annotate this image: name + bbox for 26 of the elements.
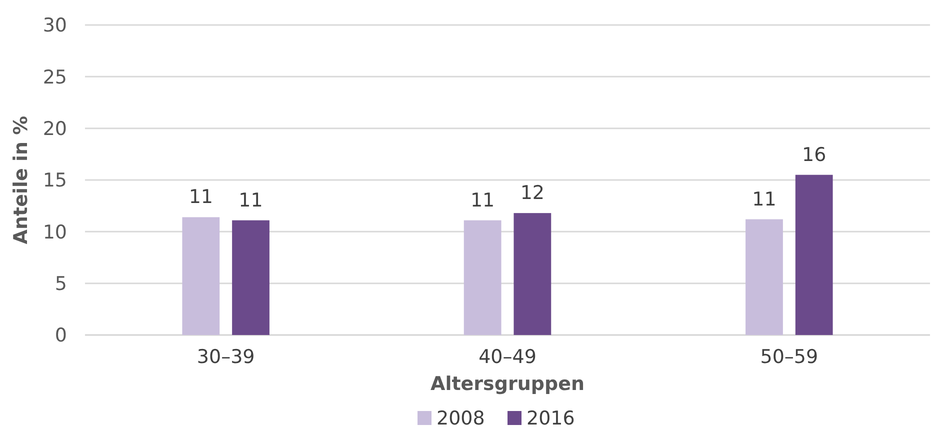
y-tick-label: 5 — [54, 272, 67, 295]
legend-label: 2008 — [436, 408, 485, 430]
data-label: 11 — [238, 189, 263, 212]
bar — [795, 174, 833, 335]
y-tick-label: 0 — [54, 324, 67, 347]
data-label: 11 — [188, 186, 213, 208]
data-label: 11 — [752, 188, 776, 210]
bar — [232, 220, 270, 335]
x-axis-title: Altersgruppen — [430, 373, 584, 395]
x-tick-label: 40–49 — [478, 346, 536, 368]
y-tick-label: 30 — [42, 14, 67, 37]
y-tick-label: 15 — [42, 170, 67, 192]
data-label: 11 — [470, 189, 495, 212]
y-tick-label: 20 — [42, 118, 67, 140]
bar — [746, 219, 783, 335]
bar — [464, 220, 502, 335]
legend-label: 2016 — [526, 408, 575, 430]
x-tick-label: 30–39 — [196, 346, 255, 368]
y-tick-label: 25 — [42, 66, 67, 88]
bar — [182, 217, 220, 335]
y-tick-label: 10 — [42, 221, 67, 244]
bar — [514, 213, 552, 335]
data-label: 16 — [802, 144, 826, 166]
y-axis-title: Anteile in % — [10, 116, 32, 244]
x-tick-label: 50–59 — [760, 346, 818, 368]
data-label: 12 — [520, 182, 545, 204]
